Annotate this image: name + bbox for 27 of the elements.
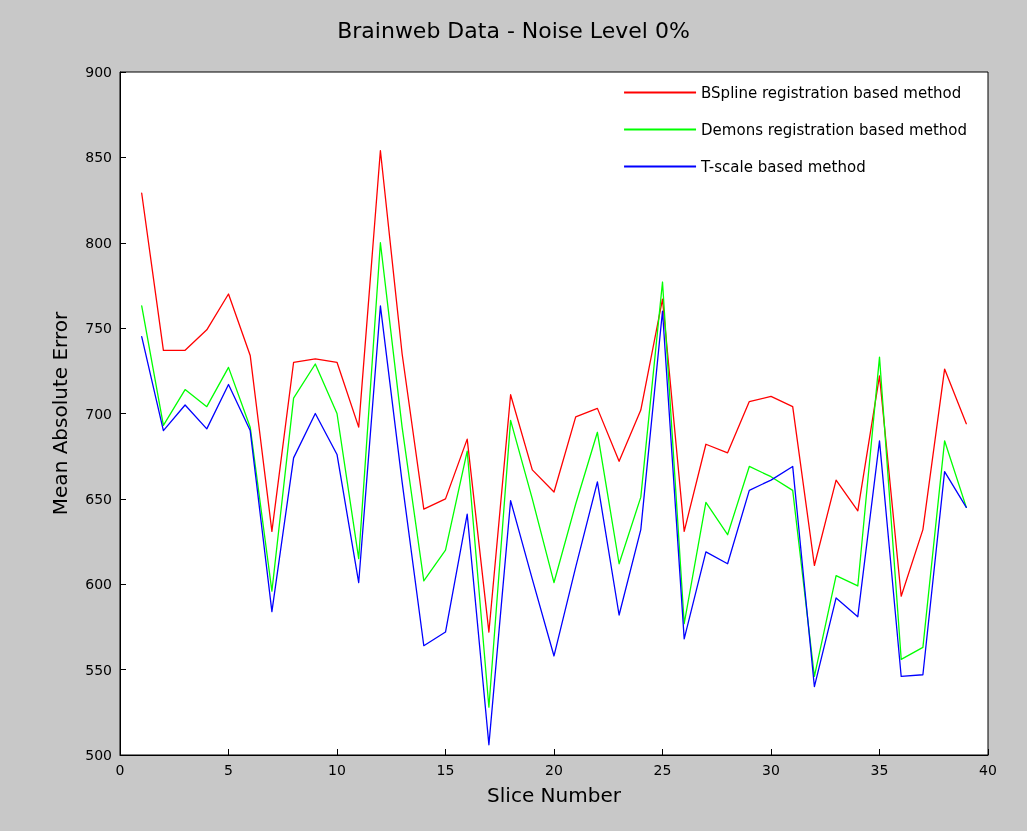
x-tick-label: 15: [436, 762, 455, 778]
y-tick-label: 800: [85, 234, 112, 251]
legend-label: BSpline registration based method: [701, 83, 962, 102]
chart-title: Brainweb Data - Noise Level 0%: [337, 17, 690, 43]
line-series: [141, 305, 967, 746]
x-tick-label: 0: [115, 762, 125, 778]
line-series: [141, 242, 967, 708]
x-tick-label: 20: [545, 762, 563, 778]
line-series: [141, 149, 967, 633]
y-tick-label: 500: [85, 747, 112, 763]
y-tick-label: 850: [85, 149, 112, 166]
y-tick-label: 650: [85, 490, 112, 507]
x-tick-label: 25: [653, 762, 672, 778]
y-tick-label: 600: [85, 576, 112, 593]
x-axis-title: Slice Number: [487, 783, 622, 807]
legend-label: T-scale based method: [700, 157, 866, 176]
y-tick-label: 700: [85, 405, 112, 422]
x-tick-label: 30: [762, 762, 780, 778]
x-tick-label: 10: [328, 762, 346, 778]
x-tick-label: 5: [224, 762, 233, 778]
x-tick-label: 40: [979, 762, 997, 778]
legend-label: Demons registration based method: [701, 120, 968, 139]
x-tick-label: 35: [870, 762, 889, 778]
y-axis-title: Mean Absolute Error: [48, 311, 72, 516]
y-tick-label: 750: [85, 320, 112, 337]
y-tick-label: 550: [85, 661, 112, 678]
y-tick-label: 900: [85, 64, 112, 80]
